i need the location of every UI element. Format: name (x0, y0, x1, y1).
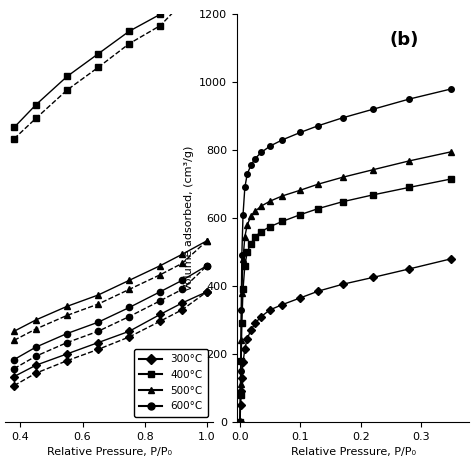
Text: (b): (b) (390, 30, 419, 48)
X-axis label: Relative Pressure, P/P₀: Relative Pressure, P/P₀ (291, 447, 416, 457)
Legend: 300°C, 400°C, 500°C, 600°C: 300°C, 400°C, 500°C, 600°C (134, 349, 208, 417)
X-axis label: Relative Pressure, P/P₀: Relative Pressure, P/P₀ (46, 447, 172, 457)
Y-axis label: Volume adsorbed, (cm³/g): Volume adsorbed, (cm³/g) (183, 146, 193, 291)
